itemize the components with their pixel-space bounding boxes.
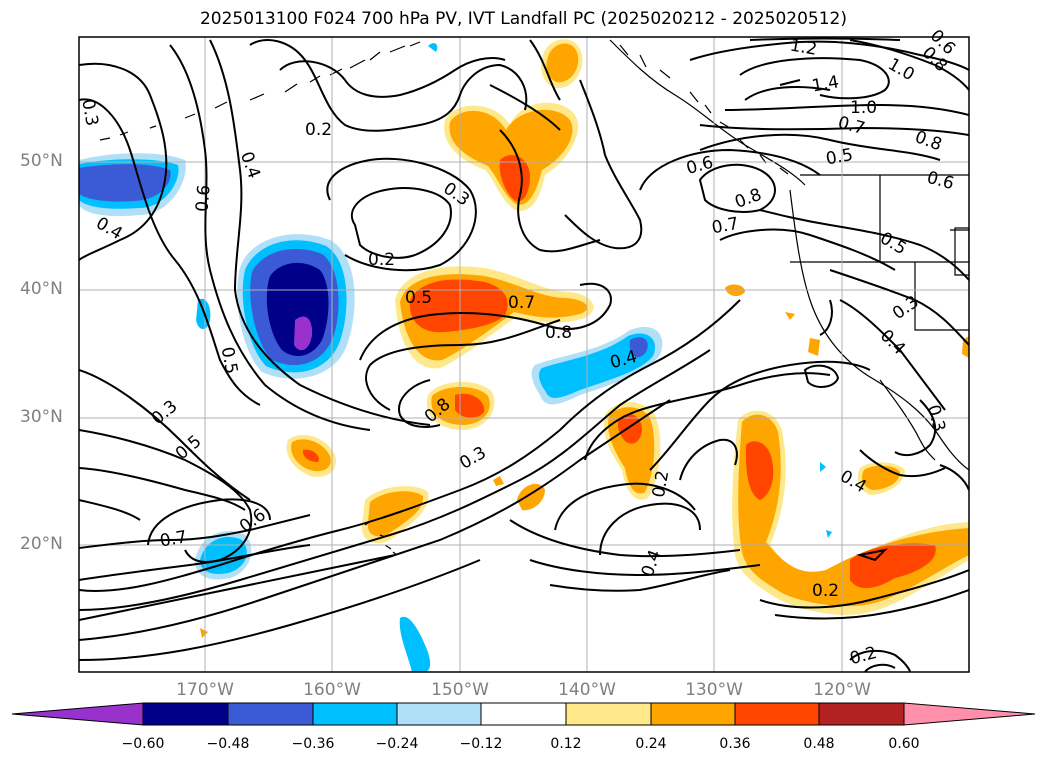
lon-label: 130°W [685, 680, 743, 700]
colorbar-tick-label: −0.36 [291, 736, 335, 752]
contour-label: 0.8 [545, 323, 572, 343]
colorbar-segment [227, 702, 314, 726]
colorbar-segment [565, 702, 652, 726]
contour-label: 0.7 [710, 214, 740, 238]
contour-label: 0.2 [305, 120, 332, 140]
contour-label: 0.2 [812, 581, 839, 601]
colorbar-tick-label: −0.12 [459, 736, 503, 752]
colorbar-tick-label: 0.48 [803, 736, 835, 752]
contour-label: 1.0 [850, 98, 877, 118]
colorbar-tick-label: −0.60 [121, 736, 165, 752]
contour-label: 0.5 [824, 145, 854, 169]
colorbar-segment [734, 702, 820, 726]
contour-label: 1.2 [788, 35, 818, 59]
contour-label: 0.6 [192, 184, 214, 213]
map-frame [78, 36, 970, 673]
colorbar-segment [818, 702, 905, 726]
lon-label: 120°W [813, 680, 871, 700]
colorbar-segment [480, 702, 567, 726]
contour-label: 0.7 [508, 293, 535, 313]
colorbar [11, 702, 1036, 726]
colorbar-segment [142, 702, 229, 726]
colorbar-segment [11, 702, 144, 726]
colorbar-segment [396, 702, 482, 726]
lon-label: 160°W [303, 680, 361, 700]
colorbar-tick-label: −0.24 [375, 736, 419, 752]
contour-label: 0.2 [368, 250, 395, 270]
colorbar-tick-label: 0.36 [719, 736, 751, 752]
lat-label: 20°N [20, 534, 63, 554]
lat-label: 50°N [20, 151, 63, 171]
contour-label: 0.5 [217, 345, 241, 375]
lon-label: 140°W [558, 680, 616, 700]
lon-label: 170°W [176, 680, 234, 700]
colorbar-tick-label: −0.48 [206, 736, 250, 752]
contour-label: 0.3 [77, 98, 101, 128]
colorbar-tick-label: 0.12 [550, 736, 582, 752]
negative-shading [79, 43, 832, 672]
contour-label: 0.5 [405, 288, 432, 308]
map-title: 2025013100 F024 700 hPa PV, IVT Landfall… [199, 9, 847, 29]
map-area [79, 37, 969, 672]
colorbar-segment [312, 702, 398, 726]
lat-label: 30°N [20, 407, 63, 427]
contour-label: 0.7 [158, 527, 188, 551]
colorbar-tick-label: 0.24 [635, 736, 667, 752]
contour-label: 1.4 [810, 72, 840, 96]
colorbar-tick-label: 0.60 [888, 736, 920, 752]
contour-label: 0.2 [649, 469, 673, 499]
positive-shading [200, 39, 969, 638]
lon-label: 150°W [431, 680, 489, 700]
colorbar-segment [650, 702, 736, 726]
pv-contours [79, 37, 969, 672]
lat-label: 40°N [20, 279, 63, 299]
colorbar-segment [903, 702, 1036, 726]
